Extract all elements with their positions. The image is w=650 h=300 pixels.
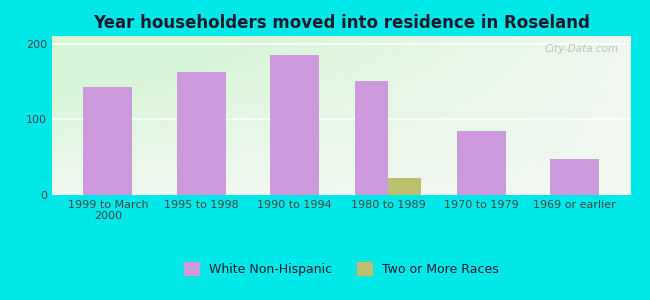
Title: Year householders moved into residence in Roseland: Year householders moved into residence i… <box>93 14 590 32</box>
Bar <box>356 81 388 195</box>
Bar <box>457 130 506 195</box>
Bar <box>550 159 599 195</box>
Bar <box>177 72 226 195</box>
Text: City-Data.com: City-Data.com <box>545 44 619 54</box>
Bar <box>388 178 421 195</box>
Legend: White Non-Hispanic, Two or More Races: White Non-Hispanic, Two or More Races <box>179 257 504 281</box>
Bar <box>83 87 133 195</box>
Bar <box>270 55 319 195</box>
